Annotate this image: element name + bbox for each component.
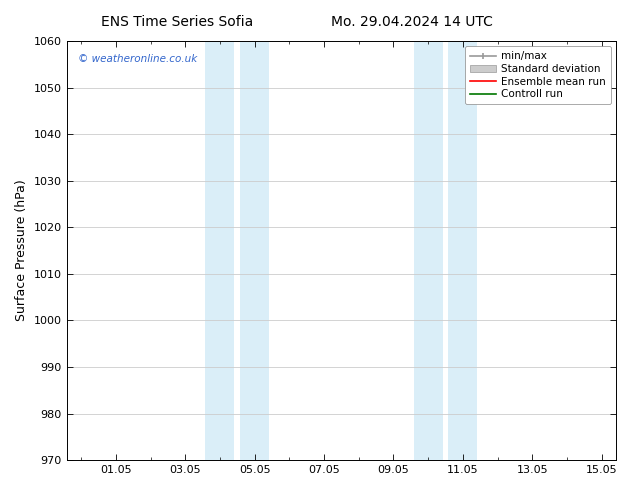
Bar bbox=[205, 41, 235, 460]
Bar bbox=[448, 41, 477, 460]
Text: © weatheronline.co.uk: © weatheronline.co.uk bbox=[77, 53, 197, 64]
Text: Mo. 29.04.2024 14 UTC: Mo. 29.04.2024 14 UTC bbox=[331, 15, 493, 29]
Y-axis label: Surface Pressure (hPa): Surface Pressure (hPa) bbox=[15, 180, 28, 321]
Legend: min/max, Standard deviation, Ensemble mean run, Controll run: min/max, Standard deviation, Ensemble me… bbox=[465, 46, 611, 104]
Text: ENS Time Series Sofia: ENS Time Series Sofia bbox=[101, 15, 254, 29]
Bar bbox=[240, 41, 269, 460]
Bar bbox=[413, 41, 443, 460]
